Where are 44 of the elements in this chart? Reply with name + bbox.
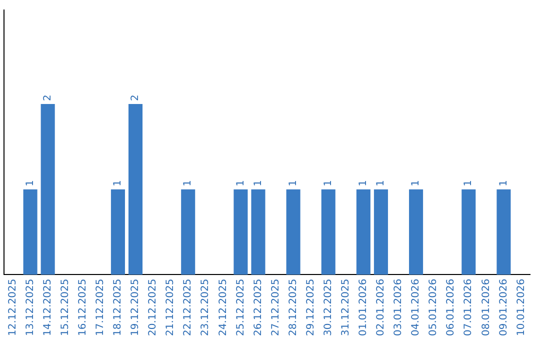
x-tick-label: 23.12.2025: [200, 278, 212, 336]
x-tick-label: 10.01.2026: [516, 278, 527, 336]
x-tick-label: 12.12.2025: [7, 278, 18, 336]
data-label: 1: [182, 180, 194, 186]
x-tick-label: 19.12.2025: [130, 278, 142, 336]
x-tick-label: 21.12.2025: [165, 278, 176, 336]
data-label: 1: [358, 180, 370, 186]
data-label: 1: [288, 180, 299, 186]
x-tick-label: 28.12.2025: [288, 278, 299, 336]
x-tick-label: 24.12.2025: [218, 278, 229, 336]
data-label: 1: [498, 180, 510, 186]
x-tick-label: 20.12.2025: [148, 278, 159, 336]
x-tick-label: 25.12.2025: [235, 278, 246, 336]
x-tick-label: 14.12.2025: [42, 278, 54, 336]
x-tick-label: 02.01.2026: [376, 278, 387, 336]
data-label: 1: [112, 180, 124, 186]
x-tick-label: 07.01.2026: [463, 278, 474, 336]
data-label: 2: [130, 94, 142, 101]
data-label: 2: [42, 94, 54, 101]
x-tick-label: 09.01.2026: [498, 278, 510, 336]
x-tick-label: 29.12.2025: [305, 278, 316, 336]
x-tick-label: 26.12.2025: [252, 278, 264, 336]
x-tick-label: 01.01.2026: [358, 278, 370, 336]
data-label: 1: [463, 180, 474, 186]
data-label: 1: [24, 180, 36, 186]
x-tick-label: 04.01.2026: [410, 278, 422, 336]
x-tick-label: 16.12.2025: [77, 278, 88, 336]
x-tick-label: 13.12.2025: [24, 278, 36, 336]
data-label: 1: [376, 180, 387, 186]
x-tick-label: 15.12.2025: [60, 278, 71, 336]
data-label: 1: [235, 180, 246, 186]
x-tick-label: 05.01.2026: [428, 278, 440, 336]
x-tick-label: 30.12.2025: [322, 278, 334, 336]
x-tick-label: 27.12.2025: [270, 278, 282, 336]
data-label: 1: [322, 180, 334, 186]
x-tick-label: 31.12.2025: [340, 278, 352, 336]
x-tick-label: 03.01.2026: [393, 278, 404, 336]
data-label: 1: [410, 180, 422, 186]
x-tick-label: 06.01.2026: [446, 278, 457, 336]
x-tick-label: 18.12.2025: [112, 278, 124, 336]
x-tick-label: 22.12.2025: [182, 278, 194, 336]
data-label: 1: [252, 180, 264, 186]
x-tick-label: 08.01.2026: [480, 278, 492, 336]
x-tick-label: 17.12.2025: [95, 278, 106, 336]
